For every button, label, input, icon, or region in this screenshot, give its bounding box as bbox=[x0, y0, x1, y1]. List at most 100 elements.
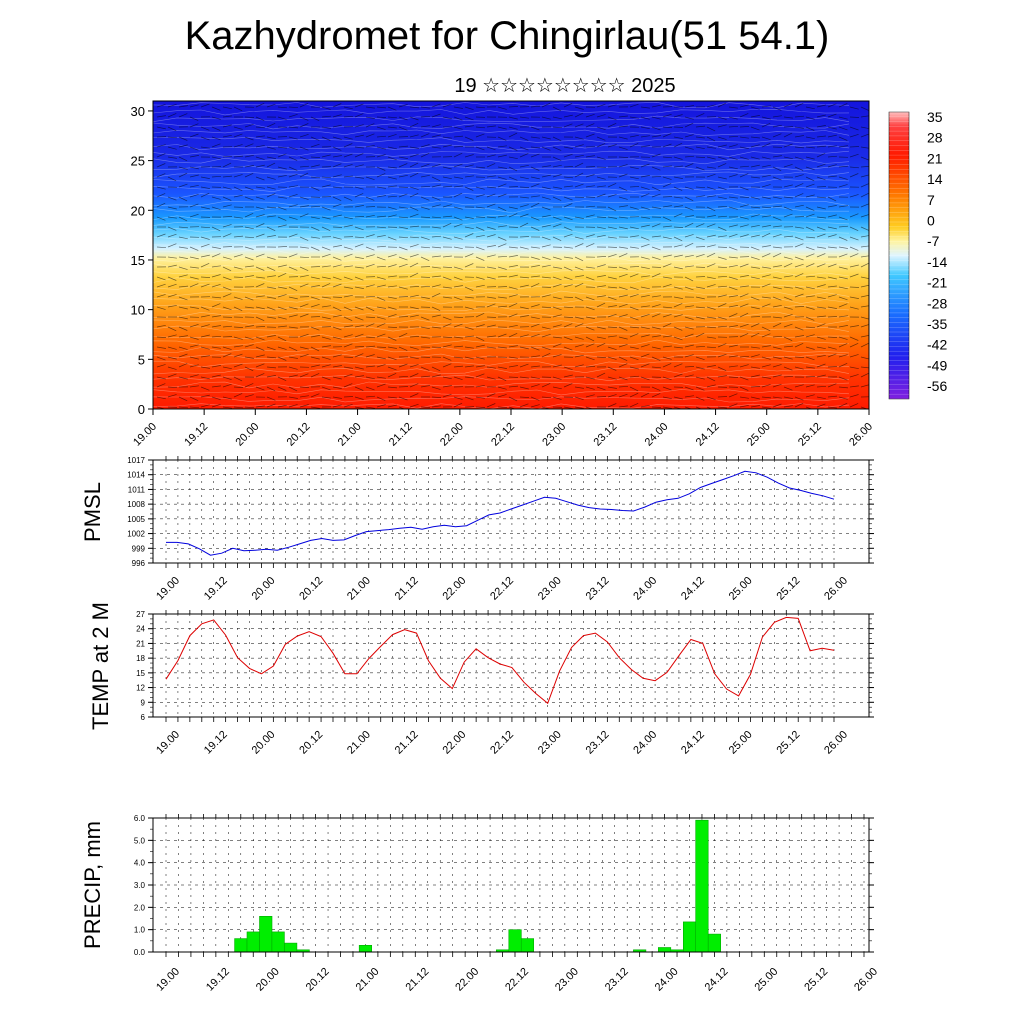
pmsl-frame bbox=[152, 459, 870, 564]
wind-barb bbox=[255, 156, 265, 160]
wind-barb bbox=[629, 392, 639, 398]
wind-barb bbox=[233, 345, 243, 348]
wind-barb bbox=[519, 153, 529, 158]
wind-barb bbox=[222, 306, 232, 311]
wind-barb bbox=[332, 283, 342, 288]
wind-barb bbox=[409, 314, 419, 318]
wind-barb bbox=[332, 163, 342, 168]
wind-barb bbox=[574, 106, 584, 110]
wind-barb bbox=[695, 356, 705, 361]
wind-barb bbox=[222, 276, 232, 281]
wind-barb bbox=[288, 374, 298, 378]
wind-barb bbox=[233, 133, 243, 138]
wind-barb bbox=[772, 205, 782, 208]
wind-barb bbox=[816, 216, 826, 219]
wind-barb bbox=[816, 253, 826, 258]
wind-barb bbox=[563, 114, 573, 118]
wind-barb bbox=[706, 384, 716, 388]
y-tick-label: 5 bbox=[138, 352, 145, 367]
wind-barb bbox=[640, 243, 650, 248]
wind-barb bbox=[288, 106, 299, 109]
wind-barb bbox=[563, 296, 574, 298]
wind-barb bbox=[585, 174, 595, 178]
wind-barb bbox=[343, 136, 353, 140]
wind-barb bbox=[585, 133, 595, 138]
wind-barb bbox=[750, 316, 761, 318]
wind-barb bbox=[684, 316, 694, 320]
chart-title: Kazhydromet for Chingirlau(51 54.1) bbox=[184, 14, 830, 58]
wind-barb bbox=[827, 126, 837, 130]
wind-barb bbox=[728, 393, 738, 398]
wind-barb bbox=[596, 396, 607, 398]
wind-barb bbox=[772, 383, 782, 388]
wind-barb bbox=[222, 266, 232, 272]
wind-barb bbox=[805, 326, 816, 329]
wind-barb bbox=[717, 235, 727, 238]
wind-barb bbox=[310, 393, 320, 398]
wind-barb bbox=[783, 306, 793, 310]
wind-barb bbox=[827, 155, 838, 158]
x-tick-label: 20.12 bbox=[297, 575, 325, 603]
wind-barb bbox=[244, 143, 254, 148]
wind-barb bbox=[486, 393, 496, 398]
wind-barb bbox=[266, 396, 276, 401]
wind-barb bbox=[233, 194, 243, 198]
wind-barb bbox=[552, 336, 562, 339]
wind-barb bbox=[453, 106, 463, 109]
wind-barb bbox=[706, 365, 716, 368]
wind-barb bbox=[717, 124, 727, 128]
wind-barb bbox=[739, 303, 749, 308]
wind-barb bbox=[486, 403, 496, 408]
wind-barb bbox=[607, 236, 617, 239]
wind-barb bbox=[365, 133, 375, 138]
wind-barb bbox=[354, 406, 364, 409]
wind-barb bbox=[486, 266, 496, 269]
wind-barb bbox=[277, 325, 287, 328]
wind-barb bbox=[750, 386, 761, 388]
wind-barb bbox=[783, 375, 794, 378]
wind-barb bbox=[739, 285, 749, 288]
wind-barb bbox=[827, 276, 837, 280]
contour-line bbox=[153, 269, 850, 277]
wind-barb bbox=[486, 366, 496, 369]
y-tick-label: 1002 bbox=[127, 530, 145, 539]
wind-barb bbox=[178, 353, 188, 358]
wind-barb bbox=[585, 316, 595, 319]
wind-barb bbox=[585, 336, 595, 342]
wind-barb bbox=[497, 255, 508, 258]
wind-barb bbox=[552, 196, 562, 201]
wind-barb bbox=[277, 264, 287, 268]
wind-barb bbox=[717, 396, 728, 398]
wind-barb bbox=[695, 113, 705, 118]
wind-barb bbox=[464, 125, 474, 128]
wind-barb bbox=[530, 346, 540, 351]
wind-barb bbox=[376, 404, 386, 408]
x-tick-label: 22.12 bbox=[488, 575, 516, 603]
wind-barb bbox=[409, 172, 419, 178]
wind-barb bbox=[398, 316, 409, 318]
wind-barb bbox=[618, 173, 628, 178]
wind-barb bbox=[299, 274, 309, 278]
wind-barb bbox=[728, 224, 738, 228]
wind-barb bbox=[310, 346, 320, 352]
wind-barb bbox=[706, 376, 716, 382]
wind-barb bbox=[277, 136, 288, 138]
wind-barb bbox=[310, 276, 320, 280]
wind-barb bbox=[167, 294, 177, 298]
wind-barb bbox=[398, 263, 408, 268]
wind-barb bbox=[574, 386, 584, 389]
wind-barb bbox=[167, 326, 177, 332]
wind-barb bbox=[431, 346, 442, 348]
wind-barb bbox=[332, 296, 343, 298]
wind-barb bbox=[464, 306, 474, 310]
wind-barb bbox=[431, 326, 441, 329]
wind-barb bbox=[574, 406, 584, 409]
wind-barb bbox=[321, 216, 331, 220]
x-tick-label: 19.12 bbox=[202, 729, 230, 757]
wind-barb bbox=[387, 195, 398, 198]
wind-barb bbox=[409, 122, 419, 128]
wind-barb bbox=[772, 155, 782, 158]
wind-barb bbox=[189, 374, 199, 378]
wind-barb bbox=[387, 185, 397, 188]
wind-barb bbox=[255, 233, 265, 238]
